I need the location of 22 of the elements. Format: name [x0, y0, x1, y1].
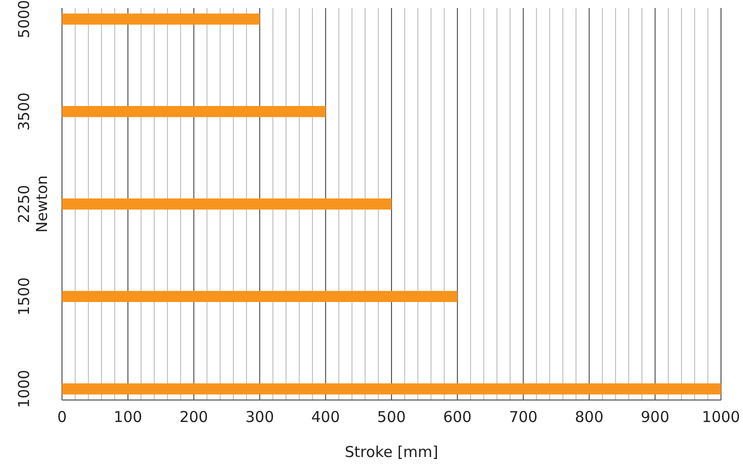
y-tick-label: 3500: [15, 92, 33, 131]
x-tick-label: 400: [311, 408, 340, 426]
x-tick-label: 200: [179, 408, 208, 426]
y-tick-label: 5000: [15, 0, 33, 38]
x-tick-label: 800: [574, 408, 604, 426]
bar: [62, 290, 458, 302]
bar: [62, 106, 326, 118]
x-tick-label: 700: [508, 408, 538, 426]
y-tick-label: 2250: [15, 184, 33, 224]
x-tick-label: 500: [377, 408, 406, 426]
bar: [62, 383, 721, 394]
y-axis-title: Newton: [33, 175, 51, 233]
x-tick-label: 100: [114, 408, 142, 426]
y-tick-label: 1500: [15, 277, 33, 316]
bar: [62, 14, 260, 25]
bar: [62, 198, 392, 210]
x-tick-label: 600: [443, 408, 472, 426]
x-tick-label: 900: [640, 408, 670, 426]
x-tick-label: 1000: [702, 408, 740, 426]
x-tick-label: 0: [57, 408, 67, 426]
x-axis-title: Stroke [mm]: [344, 443, 438, 461]
x-tick-label: 300: [245, 408, 274, 426]
